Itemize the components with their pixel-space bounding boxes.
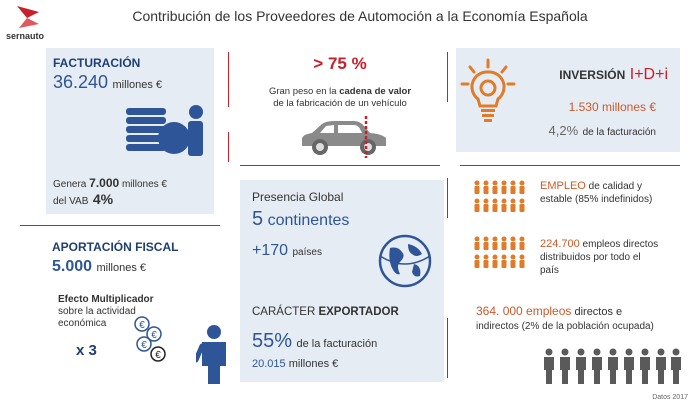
car-icon — [298, 116, 390, 163]
countries-count: +170 — [252, 242, 289, 259]
empleo-quality-l2: estable (85% indefinidos) — [540, 194, 653, 205]
workers-silhouettes-icon — [542, 348, 682, 389]
genera-unit: millones € — [121, 179, 167, 190]
fiscal-amount: 5.000 — [52, 258, 93, 275]
export-heading-b: EXPORTADOR — [318, 306, 399, 318]
divider — [460, 165, 680, 166]
efecto-line3: económica — [58, 318, 107, 329]
empleo-section: EMPLEO de calidad y estable (85% indefin… — [456, 172, 688, 387]
global-panel: Presencia Global 5 continentes +170 país… — [240, 180, 444, 382]
countries-label: países — [292, 247, 322, 258]
cadena-pct: > 75 % — [313, 54, 367, 73]
inversion-pct-suffix: de la facturación — [582, 127, 656, 138]
genera-prefix: Genera — [53, 179, 87, 190]
fiscal-unit: millones € — [96, 262, 147, 274]
facturacion-panel: FACTURACIÓN 36.240 millones € Genera 7.0… — [46, 48, 214, 214]
coins-icon — [124, 104, 208, 161]
global-heading: Presencia Global — [252, 190, 344, 204]
facturacion-amount: 36.240 — [53, 72, 109, 92]
divider — [447, 318, 448, 378]
divider — [228, 132, 229, 162]
svg-text:€: € — [139, 320, 145, 331]
genera-amount: 7.000 — [89, 176, 120, 190]
inversion-panel: INVERSIÓN I+D+i 1.530 millones € 4,2% de… — [456, 48, 680, 152]
vab-prefix: del VAB — [53, 196, 89, 207]
sernauto-logo: sernauto — [6, 4, 50, 42]
euro-coins-icon: € € € € — [134, 316, 182, 369]
efecto-title: Efecto Multiplicador — [58, 294, 154, 305]
lightbulb-gear-icon — [460, 58, 516, 133]
vab-pct: 4% — [92, 191, 114, 207]
cadena-line1: Gran peso en la — [268, 86, 337, 97]
inversion-pct: 4,2% — [548, 123, 579, 138]
empleo-total-l1: directos e — [574, 306, 623, 318]
cadena-panel: > 75 % Gran peso en la cadena de valor d… — [240, 48, 440, 163]
cadena-line2: de la fabricación de un vehículo — [273, 98, 407, 109]
svg-text:€: € — [151, 330, 157, 341]
empleo-quality-l1: de calidad y — [588, 181, 643, 192]
inversion-amount: 1.530 millones € — [568, 100, 656, 114]
empleo-direct-l3: país — [540, 265, 559, 276]
fiscal-panel: APORTACIÓN FISCAL 5.000 millones € Efect… — [46, 232, 236, 392]
continents-label: continentes — [267, 212, 350, 229]
page-title: Contribución de los Proveedores de Autom… — [132, 8, 588, 24]
facturacion-unit: millones € — [112, 79, 163, 91]
empleo-total-bold: 364. 000 empleos — [476, 304, 572, 318]
divider — [240, 165, 440, 166]
export-amount: 20.015 — [252, 358, 286, 370]
continents-count: 5 — [252, 208, 264, 230]
people-group-icon — [472, 180, 526, 219]
svg-text:€: € — [155, 350, 161, 361]
data-source-note: Datos 2017 — [652, 394, 688, 401]
people-group-icon — [472, 236, 526, 275]
globe-icon — [376, 232, 434, 295]
divider — [228, 52, 229, 107]
export-pct-label: de la facturación — [296, 338, 378, 350]
cadena-line1-bold: cadena de valor — [339, 86, 412, 97]
export-unit: millones € — [288, 358, 339, 370]
export-pct: 55% — [252, 330, 293, 352]
divider — [20, 225, 220, 226]
divider — [447, 178, 448, 218]
empleo-total-l2: indirectos (2% de la población ocupada) — [476, 321, 654, 332]
empleo-quality-bold: EMPLEO — [540, 180, 586, 192]
facturacion-heading: FACTURACIÓN — [53, 56, 141, 70]
empleo-direct-amount: 224.700 — [540, 238, 580, 250]
efecto-line2: sobre la actividad — [58, 306, 136, 317]
inversion-heading: INVERSIÓN — [559, 68, 626, 82]
empleo-direct-l1: empleos directos — [582, 239, 659, 250]
person-icon — [193, 324, 232, 389]
multiplier: x 3 — [76, 342, 97, 359]
divider — [447, 52, 448, 102]
inversion-accent: I+D+i — [629, 66, 668, 83]
brand-name: sernauto — [6, 31, 45, 41]
fiscal-heading: APORTACIÓN FISCAL — [52, 240, 179, 254]
svg-text:€: € — [141, 340, 147, 351]
export-heading-a: CARÁCTER — [252, 306, 316, 318]
empleo-direct-l2: distribuidos por todo el — [540, 252, 641, 263]
